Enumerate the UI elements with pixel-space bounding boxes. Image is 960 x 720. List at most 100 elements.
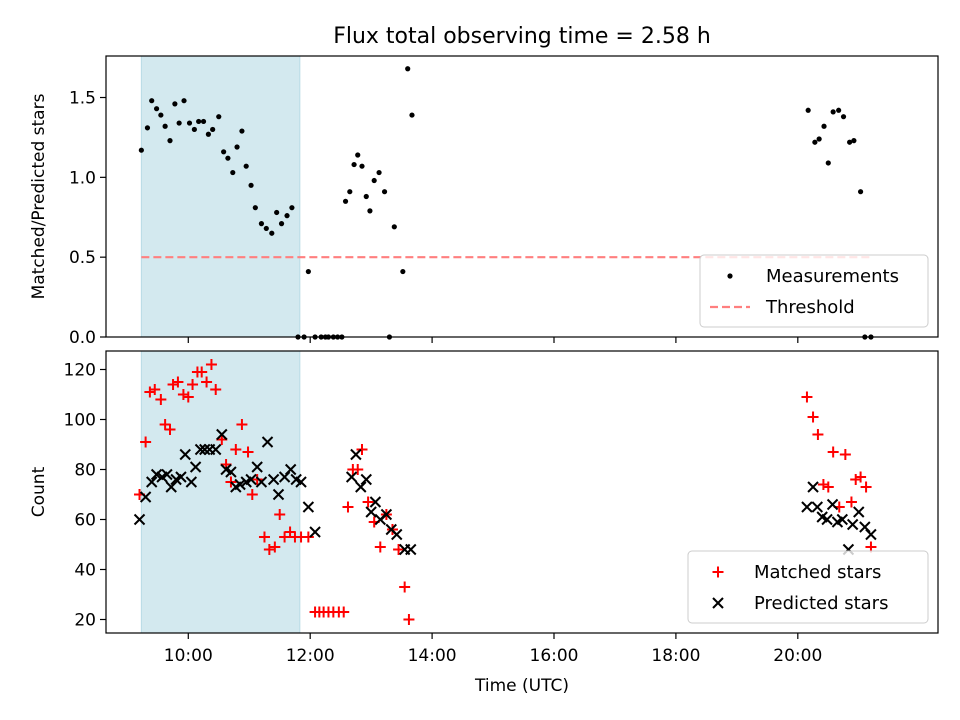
predicted-stars-point — [801, 501, 813, 513]
matched-stars-point — [149, 384, 161, 395]
matched-stars-point — [356, 444, 368, 455]
matched-stars-point — [812, 429, 824, 440]
predicted-stars-point — [139, 491, 152, 503]
predicted-stars-point — [405, 543, 417, 556]
measurements-point — [181, 98, 187, 104]
y-tick-label: 0.0 — [69, 328, 96, 348]
measurements-point — [158, 112, 164, 118]
predicted-stars-point-b — [360, 473, 372, 486]
y-tick-label: 20 — [74, 611, 96, 631]
matched-stars-point — [807, 411, 819, 423]
predicted-stars-point-b — [139, 491, 152, 503]
legend-box — [687, 550, 929, 624]
legend-matched-stars-swatch — [712, 566, 724, 578]
measurements-point — [172, 101, 178, 107]
measurements-point — [847, 139, 853, 145]
predicted-stars-point-b — [261, 436, 274, 448]
predicted-stars-point — [355, 481, 367, 493]
predicted-stars-point-b — [405, 543, 417, 556]
predicted-stars-point — [161, 468, 173, 481]
matched-stars-point — [242, 446, 254, 458]
bottom-legend: Matched stars Predicted stars — [687, 550, 929, 624]
matched-stars-point — [279, 531, 291, 543]
predicted-stars-point-b — [185, 476, 198, 488]
measurements-point — [234, 144, 240, 150]
predicted-stars-point — [380, 508, 393, 521]
predicted-stars-point — [360, 473, 372, 486]
measurements-point — [857, 189, 864, 195]
predicted-stars-point — [826, 498, 839, 511]
matched-stars-point — [399, 581, 411, 593]
measurements-point — [851, 138, 857, 144]
x-tick-label: 14:00 — [408, 646, 457, 666]
predicted-stars-point-b — [189, 461, 202, 473]
predicted-stars-point — [807, 481, 819, 493]
predicted-stars-point-b — [355, 481, 367, 493]
predicted-stars-point — [179, 448, 191, 461]
matched-stars-point — [338, 606, 350, 618]
measurements-point — [269, 230, 275, 236]
predicted-stars-point-b — [309, 526, 321, 538]
measurements-point — [305, 268, 311, 275]
measurements-point — [149, 98, 155, 104]
legend-box — [699, 254, 929, 328]
measurements-point — [225, 155, 231, 161]
matched-stars-point — [140, 436, 152, 448]
matched-stars-point — [230, 444, 242, 455]
measurements-point — [278, 221, 285, 227]
bottom-axes-frame — [105, 350, 939, 634]
matched-stars-point — [205, 359, 217, 370]
y-tick-label: 80 — [74, 461, 96, 481]
predicted-stars-point — [365, 506, 377, 518]
matched-stars-point — [284, 526, 296, 538]
predicted-stars-point-b — [161, 468, 173, 481]
predicted-stars-point-b — [865, 528, 877, 541]
measurements-point — [409, 112, 415, 118]
matched-stars-point — [155, 394, 167, 405]
matched-stars-point — [196, 366, 208, 378]
x-tick-label: 18:00 — [651, 646, 700, 666]
predicted-stars-point — [284, 463, 297, 476]
matched-stars-point — [822, 481, 834, 493]
predicted-stars-point — [369, 496, 382, 508]
predicted-stars-point — [261, 436, 274, 448]
predicted-stars-point — [255, 476, 268, 488]
measurements-point — [200, 118, 207, 125]
predicted-stars-point — [853, 506, 865, 518]
predicted-stars-point-b — [816, 511, 828, 523]
predicted-stars-point — [345, 471, 358, 483]
measurements-point — [376, 169, 382, 176]
predicted-stars-point-b — [146, 476, 158, 488]
matched-stars-point — [850, 474, 862, 485]
y-tick-label: 60 — [74, 511, 96, 531]
predicted-stars-point — [272, 488, 285, 501]
legend-predicted-stars-label: Predicted stars — [754, 593, 888, 614]
measurements-point — [347, 189, 353, 195]
legend-measurements-label: Measurements — [766, 266, 899, 287]
ratio-panel: 0.0 0.5 1.0 1.5 Matched/Predicted stars Mea… — [29, 55, 939, 348]
y-tick-label: 1.0 — [69, 168, 96, 188]
predicted-stars-point — [185, 476, 198, 488]
predicted-stars-point — [811, 501, 824, 513]
x-tick-label: 20:00 — [773, 646, 822, 666]
matched-stars-point — [302, 531, 314, 543]
predicted-stars-point-b — [807, 481, 819, 493]
top-highlight-band — [140, 55, 301, 338]
predicted-stars-point-b — [194, 443, 207, 456]
predicted-stars-point — [836, 513, 849, 526]
measurements-point — [210, 126, 216, 133]
predicted-stars-point-b — [365, 506, 377, 518]
measurements-point — [243, 163, 249, 169]
bottom-y-axis-label: Count — [29, 466, 49, 517]
matched-stars-point — [342, 501, 354, 513]
matched-stars-point — [403, 614, 415, 625]
matched-stars-point — [352, 464, 364, 475]
legend-measurements-swatch — [727, 273, 733, 279]
predicted-stars-point-b — [369, 496, 382, 508]
predicted-stars-point — [309, 526, 321, 538]
matched-stars-point — [817, 479, 829, 490]
matched-stars-point — [167, 379, 179, 390]
predicted-stars-point-b — [267, 473, 280, 486]
predicted-stars-point-b — [853, 506, 865, 518]
